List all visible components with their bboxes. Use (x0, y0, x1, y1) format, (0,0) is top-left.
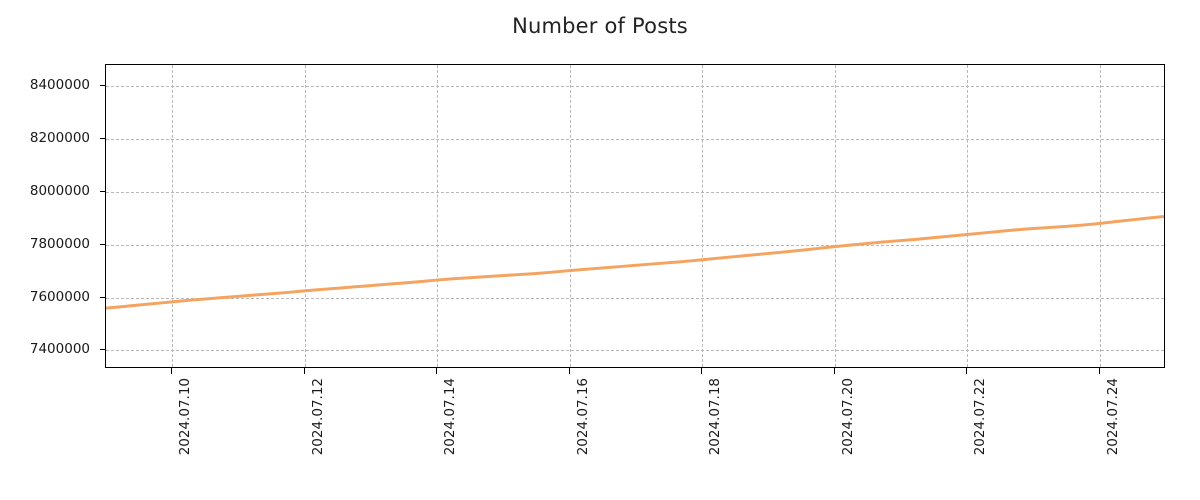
plot-area (105, 64, 1165, 368)
y-axis-tick-mark (100, 243, 106, 245)
gridline-vertical (967, 65, 969, 367)
gridline-vertical (172, 65, 174, 367)
gridline-vertical (834, 65, 836, 367)
y-axis-tick-label: 7600000 (29, 288, 90, 305)
y-axis-tick-label: 8400000 (29, 77, 90, 94)
x-axis-tick-label: 2024.07.20 (839, 378, 856, 456)
gridline-vertical (1099, 65, 1101, 367)
line-series (106, 215, 1164, 310)
y-axis-tick-mark (100, 349, 106, 351)
gridline-horizontal (106, 191, 1164, 193)
x-axis-tick-label: 2024.07.24 (1104, 378, 1121, 456)
x-axis-tick-label: 2024.07.22 (972, 378, 989, 456)
gridline-horizontal (106, 139, 1164, 141)
x-axis-tick-mark (436, 368, 438, 374)
x-axis-tick-mark (833, 368, 835, 374)
y-axis-tick-mark (100, 190, 106, 192)
chart-title: Number of Posts (512, 14, 688, 38)
x-axis-tick-label: 2024.07.14 (442, 378, 459, 456)
y-axis-tick-label: 8000000 (29, 182, 90, 199)
y-axis-tick-mark (100, 85, 106, 87)
x-axis-tick-mark (568, 368, 570, 374)
gridline-vertical (702, 65, 704, 367)
x-axis-tick-mark (966, 368, 968, 374)
x-axis-tick-mark (303, 368, 305, 374)
x-axis-tick-label: 2024.07.10 (177, 378, 194, 456)
gridline-horizontal (106, 86, 1164, 88)
gridline-vertical (569, 65, 571, 367)
series-polyline (106, 215, 1164, 310)
y-axis-tick-mark (100, 296, 106, 298)
x-axis-tick-mark (1098, 368, 1100, 374)
x-axis-tick-label: 2024.07.12 (309, 378, 326, 456)
gridline-horizontal (106, 350, 1164, 352)
gridline-horizontal (106, 297, 1164, 299)
y-axis-tick-mark (100, 138, 106, 140)
x-axis-tick-mark (171, 368, 173, 374)
x-axis-tick-label: 2024.07.16 (574, 378, 591, 456)
y-axis-tick-label: 8200000 (29, 130, 90, 147)
x-axis-tick-label: 2024.07.18 (707, 378, 724, 456)
gridline-vertical (304, 65, 306, 367)
y-axis-tick-label: 7400000 (29, 341, 90, 358)
gridline-horizontal (106, 244, 1164, 246)
y-axis-tick-label: 7800000 (29, 235, 90, 252)
gridline-vertical (437, 65, 439, 367)
x-axis-tick-mark (701, 368, 703, 374)
